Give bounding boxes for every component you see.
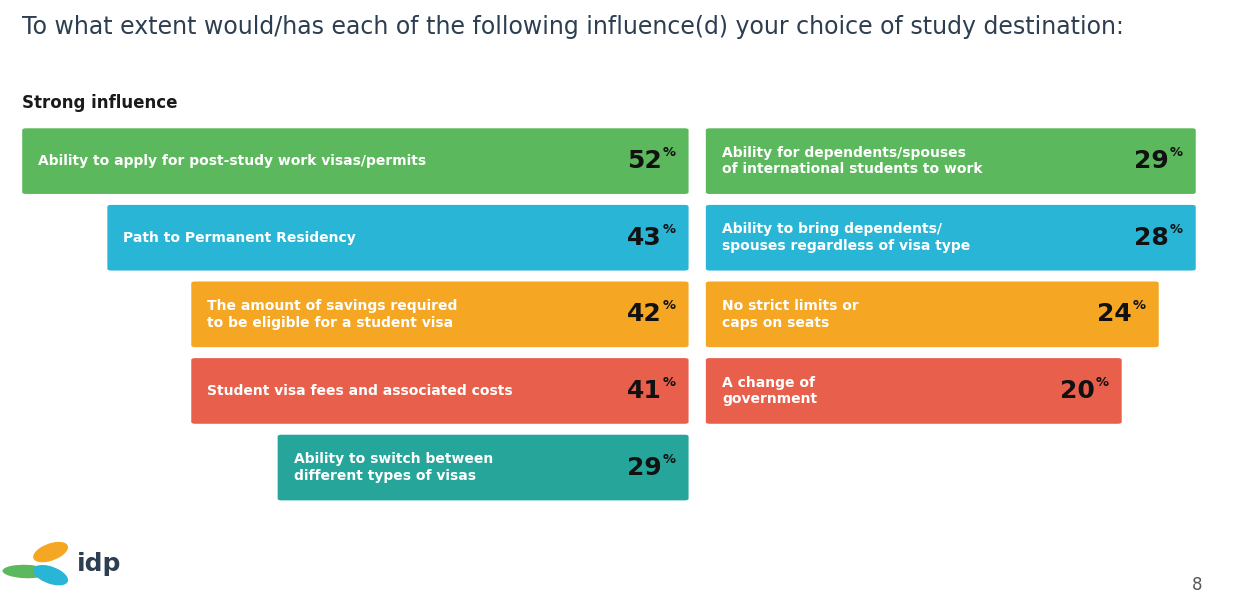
Text: %: %: [1170, 223, 1183, 236]
Text: To what extent would/has each of the following influence(d) your choice of study: To what extent would/has each of the fol…: [22, 15, 1124, 39]
Text: idp: idp: [77, 552, 121, 576]
Text: 8: 8: [1191, 576, 1202, 594]
Text: 42: 42: [627, 302, 661, 326]
FancyBboxPatch shape: [278, 435, 689, 500]
FancyBboxPatch shape: [191, 358, 689, 424]
Text: %: %: [663, 299, 676, 313]
Text: Ability to bring dependents/
spouses regardless of visa type: Ability to bring dependents/ spouses reg…: [722, 223, 970, 253]
FancyBboxPatch shape: [107, 205, 689, 271]
Text: 28: 28: [1134, 226, 1169, 250]
Text: %: %: [663, 146, 676, 159]
FancyBboxPatch shape: [22, 128, 689, 194]
Text: %: %: [663, 223, 676, 236]
Text: 29: 29: [1134, 149, 1169, 173]
Ellipse shape: [33, 565, 68, 586]
Text: %: %: [663, 376, 676, 389]
Text: Strong influence: Strong influence: [22, 94, 178, 112]
Text: %: %: [663, 452, 676, 466]
Text: A change of
government: A change of government: [722, 376, 817, 406]
FancyBboxPatch shape: [706, 282, 1159, 347]
Text: Ability to switch between
different types of visas: Ability to switch between different type…: [294, 452, 492, 483]
FancyBboxPatch shape: [191, 282, 689, 347]
Text: %: %: [1133, 299, 1146, 313]
Text: 43: 43: [627, 226, 661, 250]
Text: Ability for dependents/spouses
of international students to work: Ability for dependents/spouses of intern…: [722, 146, 982, 176]
Text: Student visa fees and associated costs: Student visa fees and associated costs: [207, 384, 513, 398]
Text: %: %: [1170, 146, 1183, 159]
FancyBboxPatch shape: [706, 205, 1196, 271]
Text: 24: 24: [1097, 302, 1132, 326]
FancyBboxPatch shape: [706, 128, 1196, 194]
FancyBboxPatch shape: [706, 358, 1122, 424]
Ellipse shape: [33, 542, 68, 562]
Text: 52: 52: [627, 149, 661, 173]
Text: No strict limits or
caps on seats: No strict limits or caps on seats: [722, 299, 859, 330]
Text: 20: 20: [1060, 379, 1095, 403]
Text: 41: 41: [627, 379, 661, 403]
Text: Path to Permanent Residency: Path to Permanent Residency: [123, 230, 357, 245]
Text: 29: 29: [627, 455, 661, 480]
Ellipse shape: [2, 565, 49, 578]
Text: The amount of savings required
to be eligible for a student visa: The amount of savings required to be eli…: [207, 299, 458, 330]
Text: %: %: [1096, 376, 1109, 389]
Text: Ability to apply for post-study work visas/permits: Ability to apply for post-study work vis…: [38, 154, 427, 168]
